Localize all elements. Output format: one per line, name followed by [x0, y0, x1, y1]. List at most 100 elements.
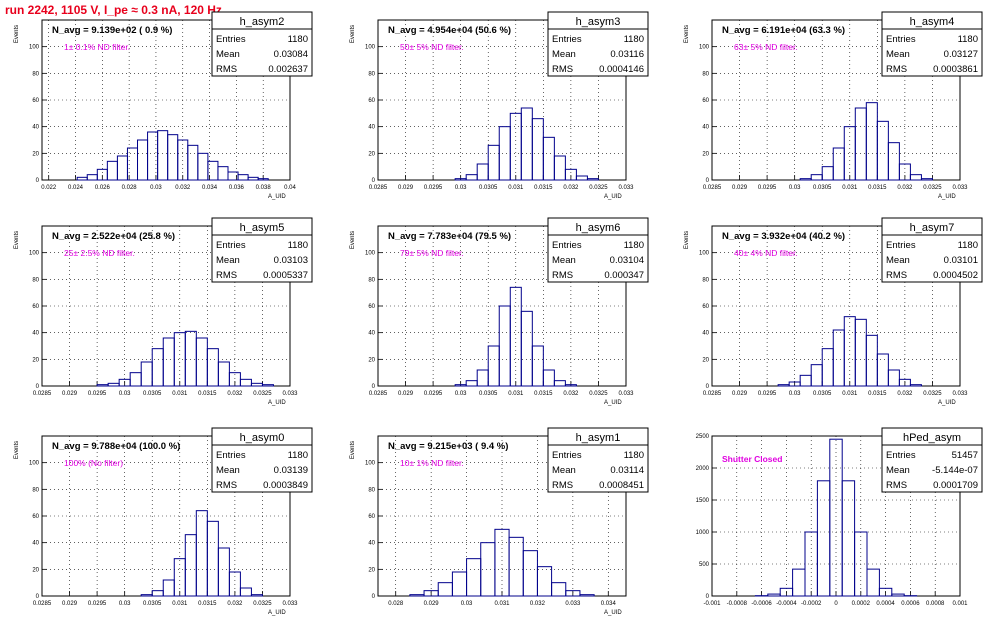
panel-h_asym2: 0.022 0.024 0.026 0.028 0.03 0.032 0.034 0.036 0… [14, 11, 313, 200]
x-tick-label: 0.031 [842, 391, 858, 397]
stats-label: RMS [552, 64, 573, 75]
y-tick-label: 60 [702, 304, 709, 310]
histogram-bin [551, 582, 567, 597]
histogram-bin [536, 566, 553, 597]
stats-value: 1180 [624, 240, 644, 251]
x-tick-label: 0.0305 [813, 391, 832, 397]
histogram-bin [564, 168, 577, 181]
stats-value: 1180 [958, 34, 978, 45]
x-tick-label: 0.0295 [88, 391, 107, 397]
x-tick-label: 0.028 [122, 185, 138, 191]
y-axis-title: Events [14, 441, 20, 459]
y-tick-label: 80 [368, 487, 375, 493]
y-tick-label: 100 [699, 251, 710, 257]
x-tick-label: 0.0325 [253, 601, 272, 607]
x-tick-label: 0.0004 [876, 601, 895, 607]
stats-label: Entries [216, 34, 246, 45]
x-tick-label: 0.031 [508, 391, 524, 397]
x-tick-label: 0.034 [202, 185, 218, 191]
x-axis-title: A_UID [604, 610, 622, 616]
x-tick-label: 0.0285 [703, 185, 722, 191]
stats-box [211, 427, 313, 493]
stats-label: Mean [216, 255, 240, 266]
annotation-h_asym6: 79± 5% ND filter. [400, 248, 464, 258]
annotation-h_asym3: 50± 5% ND filter. [400, 42, 464, 52]
x-tick-label: 0.0305 [479, 185, 498, 191]
x-tick-label: 0.03 [455, 391, 467, 397]
histogram-h_asym1 [409, 528, 595, 597]
y-tick-label: 0 [372, 384, 376, 390]
x-tick-label: 0.03 [455, 185, 467, 191]
stats-value: 0.000347 [604, 270, 644, 281]
y-axis-title: Events [14, 231, 20, 249]
stats-label: Mean [886, 255, 910, 266]
y-tick-label: 40 [702, 125, 709, 131]
histogram-bin [239, 587, 252, 597]
stats-label: Entries [552, 240, 582, 251]
histogram-bin [575, 175, 588, 181]
histogram-h_asym6 [454, 286, 577, 387]
stats-value: 0.03101 [944, 255, 978, 266]
stats-label: Mean [216, 465, 240, 476]
x-axis-title: A_UID [268, 610, 286, 616]
y-axis-title: Events [684, 25, 690, 43]
stats-label: RMS [552, 480, 573, 491]
panel-h_asym1: 0.028 0.029 0.03 0.031 0.032 0.033 0.034 0 20 40 6… [350, 427, 649, 616]
x-tick-label: 0.0325 [589, 185, 608, 191]
headline-h_asym3: N_avg = 4.954e+04 (50.6 %) [388, 25, 511, 36]
stats-value: 0.0004146 [599, 64, 644, 75]
stats-value: -5.144e-07 [932, 465, 978, 476]
y-tick-label: 60 [368, 304, 375, 310]
histogram-bin [866, 568, 880, 597]
headline-h_asym5: N_avg = 2.522e+04 (25.8 %) [52, 231, 175, 242]
headline-h_asym4: N_avg = 6.191e+04 (63.3 %) [722, 25, 845, 36]
y-tick-label: 20 [702, 357, 709, 363]
stats-label: Entries [886, 240, 916, 251]
x-tick-label: 0.029 [62, 391, 78, 397]
stats-value: 0.002637 [268, 64, 308, 75]
histogram-bin [887, 369, 900, 387]
stats-title: h_asym5 [240, 222, 285, 234]
x-tick-label: 0.033 [565, 601, 581, 607]
stats-label: Entries [552, 450, 582, 461]
x-tick-label: 0.036 [229, 185, 245, 191]
x-tick-label: 0.031 [172, 601, 188, 607]
panel-h_asym4: 0.0285 0.029 0.0295 0.03 0.0305 0.031 0.0315 0.… [684, 11, 983, 200]
panel-h_asym6: 0.0285 0.029 0.0295 0.03 0.0305 0.031 0.0315 0.… [350, 217, 649, 406]
stats-label: RMS [552, 270, 573, 281]
y-tick-label: 100 [365, 45, 376, 51]
x-tick-label: 0.0285 [33, 391, 52, 397]
stats-value: 0.03139 [274, 465, 308, 476]
y-tick-label: 20 [702, 151, 709, 157]
x-tick-label: 0.029 [732, 391, 748, 397]
x-tick-label: 0.0285 [33, 601, 52, 607]
x-tick-label: 0.032 [563, 185, 579, 191]
y-tick-label: 60 [368, 98, 375, 104]
x-tick-label: -0.0006 [751, 601, 772, 607]
y-tick-label: 100 [365, 251, 376, 257]
stats-label: Mean [552, 255, 576, 266]
y-tick-label: 60 [702, 98, 709, 104]
x-tick-label: 0.03 [150, 185, 162, 191]
stats-value: 51457 [952, 450, 978, 461]
y-tick-label: 0 [36, 594, 40, 600]
histogram-bin [579, 594, 595, 597]
x-tick-label: 0.022 [41, 185, 57, 191]
histogram-bin [553, 155, 566, 181]
x-tick-label: 0.033 [282, 391, 298, 397]
x-tick-label: -0.0002 [801, 601, 822, 607]
x-tick-label: 0.034 [601, 601, 617, 607]
histogram-h_asym5 [96, 330, 274, 387]
x-tick-label: 0.031 [172, 391, 188, 397]
x-tick-label: 0.029 [398, 391, 414, 397]
y-tick-label: 80 [368, 277, 375, 283]
stats-box [211, 11, 313, 77]
stats-label: Entries [216, 240, 246, 251]
y-tick-label: 0 [36, 384, 40, 390]
stats-title: h_asym6 [576, 222, 621, 234]
annotation-h_asym1: 10± 1% ND filter. [400, 458, 464, 468]
stats-title: hPed_asym [903, 432, 961, 444]
stats-label: RMS [216, 64, 237, 75]
annotation-h_asym2: 1± 0.1% ND filter. [64, 42, 130, 52]
